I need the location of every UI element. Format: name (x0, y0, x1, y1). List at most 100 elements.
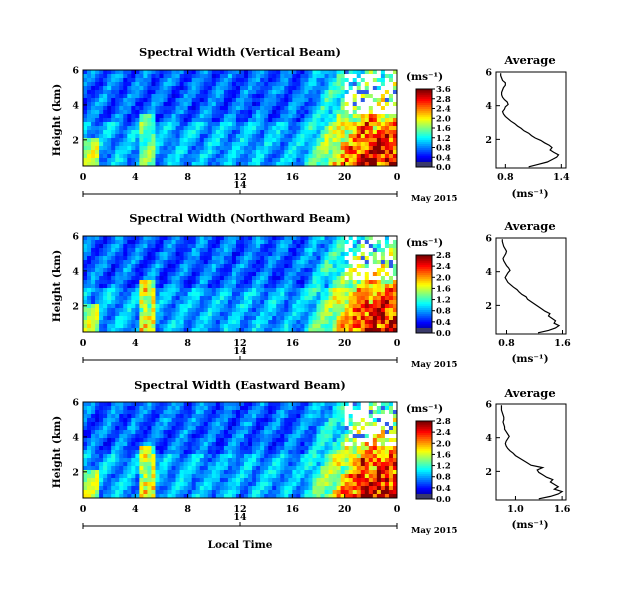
heatmap-cell (252, 146, 257, 151)
heatmap-cell (147, 150, 152, 155)
heatmap-cell (135, 86, 140, 91)
heatmap-cell (99, 78, 104, 83)
heatmap-cell (167, 110, 172, 115)
heatmap-cell (115, 118, 120, 123)
heatmap-cell (316, 134, 321, 139)
heatmap-cell (272, 320, 277, 325)
heatmap-cell (183, 324, 188, 329)
heatmap-cell (207, 134, 213, 139)
heatmap-cell (384, 146, 390, 151)
heatmap-cell (348, 102, 354, 107)
heatmap-cell (95, 474, 100, 479)
heatmap-cell (167, 490, 172, 495)
heatmap-cell (219, 114, 225, 119)
heatmap-cell (159, 142, 164, 147)
heatmap-cell (348, 134, 354, 139)
heatmap-cell (155, 462, 160, 467)
heatmap-cell (235, 118, 241, 123)
heatmap-cell (308, 78, 313, 83)
heatmap-cell (191, 292, 197, 297)
heatmap-cell (376, 316, 382, 321)
heatmap-cell (340, 78, 345, 83)
heatmap-cell (167, 308, 172, 313)
heatmap-cell (99, 94, 104, 99)
heatmap-cell (384, 110, 390, 115)
heatmap-cell (380, 162, 386, 167)
heatmap-cell (127, 98, 132, 103)
heatmap-cell (392, 142, 398, 147)
heatmap-cell (159, 426, 164, 431)
colorbar-segment (416, 278, 432, 281)
heatmap-cell (324, 150, 329, 155)
heatmap-cell (276, 284, 281, 289)
heatmap-cell (179, 94, 184, 99)
heatmap-cell (159, 110, 164, 115)
heatmap-cell (131, 430, 136, 435)
heatmap-cell (280, 312, 285, 317)
heatmap-cell (119, 268, 124, 273)
heatmap-cell (175, 240, 180, 245)
heatmap-cell (143, 110, 148, 115)
heatmap-cell (252, 410, 257, 415)
heatmap-cell (191, 110, 197, 115)
heatmap-cell (87, 98, 92, 103)
heatmap-cell (123, 462, 128, 467)
heatmap-cell (272, 146, 277, 151)
heatmap-cell (372, 154, 378, 159)
colorbar-frame (415, 254, 433, 334)
heatmap-cell (191, 486, 197, 491)
heatmap-cell (272, 296, 277, 301)
heatmap-cell (215, 478, 221, 483)
heatmap-cell (155, 284, 160, 289)
heatmap-cell (143, 486, 148, 491)
heatmap-cell (155, 118, 160, 123)
heatmap-cell (219, 284, 225, 289)
heatmap-cell (227, 482, 233, 487)
heatmap-cell (348, 106, 354, 111)
colorbar-tick-label: 0.4 (436, 153, 451, 163)
heatmap-cell (159, 114, 164, 119)
heatmap-cell (288, 122, 293, 127)
heatmap-cell (223, 240, 229, 245)
heatmap-cell (340, 138, 345, 143)
colorbar-tick-label: 2.8 (436, 95, 451, 105)
heatmap-cell (364, 280, 370, 285)
heatmap-cell (171, 462, 176, 467)
heatmap-cell (211, 74, 217, 79)
heatmap-cell (227, 430, 233, 435)
heatmap-cell (316, 268, 321, 273)
heatmap-cell (123, 252, 128, 257)
heatmap-cell (143, 98, 148, 103)
heatmap-cell (260, 142, 265, 147)
heatmap-cell (139, 402, 144, 407)
heatmap-cell (103, 478, 108, 483)
heatmap-cell (199, 244, 205, 249)
heatmap-cell (308, 280, 313, 285)
heatmap-cell (195, 276, 201, 281)
heatmap-cell (276, 296, 281, 301)
heatmap-cell (276, 114, 281, 119)
heatmap-cell (199, 414, 205, 419)
heatmap-cell (83, 118, 88, 123)
heatmap-cell (127, 328, 132, 333)
heatmap-cell (264, 276, 269, 281)
heatmap-cell (215, 142, 221, 147)
heatmap-cell (260, 94, 265, 99)
heatmap-cell (139, 296, 144, 301)
panel-title: Spectral Width (Vertical Beam) (139, 45, 341, 59)
heatmap-cell (207, 244, 213, 249)
heatmap-cell (324, 284, 329, 289)
heatmap-cell (256, 102, 261, 107)
heatmap-cell (195, 426, 201, 431)
heatmap-cell (195, 82, 201, 87)
heatmap-cell (199, 272, 205, 277)
heatmap-cell (91, 288, 96, 293)
heatmap-cell (91, 280, 96, 285)
heatmap-cell (308, 284, 313, 289)
heatmap-cell (131, 150, 136, 155)
heatmap-cell (99, 438, 104, 443)
heatmap-cell (244, 328, 249, 333)
heatmap-cell (191, 280, 197, 285)
heatmap-cell (123, 154, 128, 159)
heatmap-cell (219, 130, 225, 135)
